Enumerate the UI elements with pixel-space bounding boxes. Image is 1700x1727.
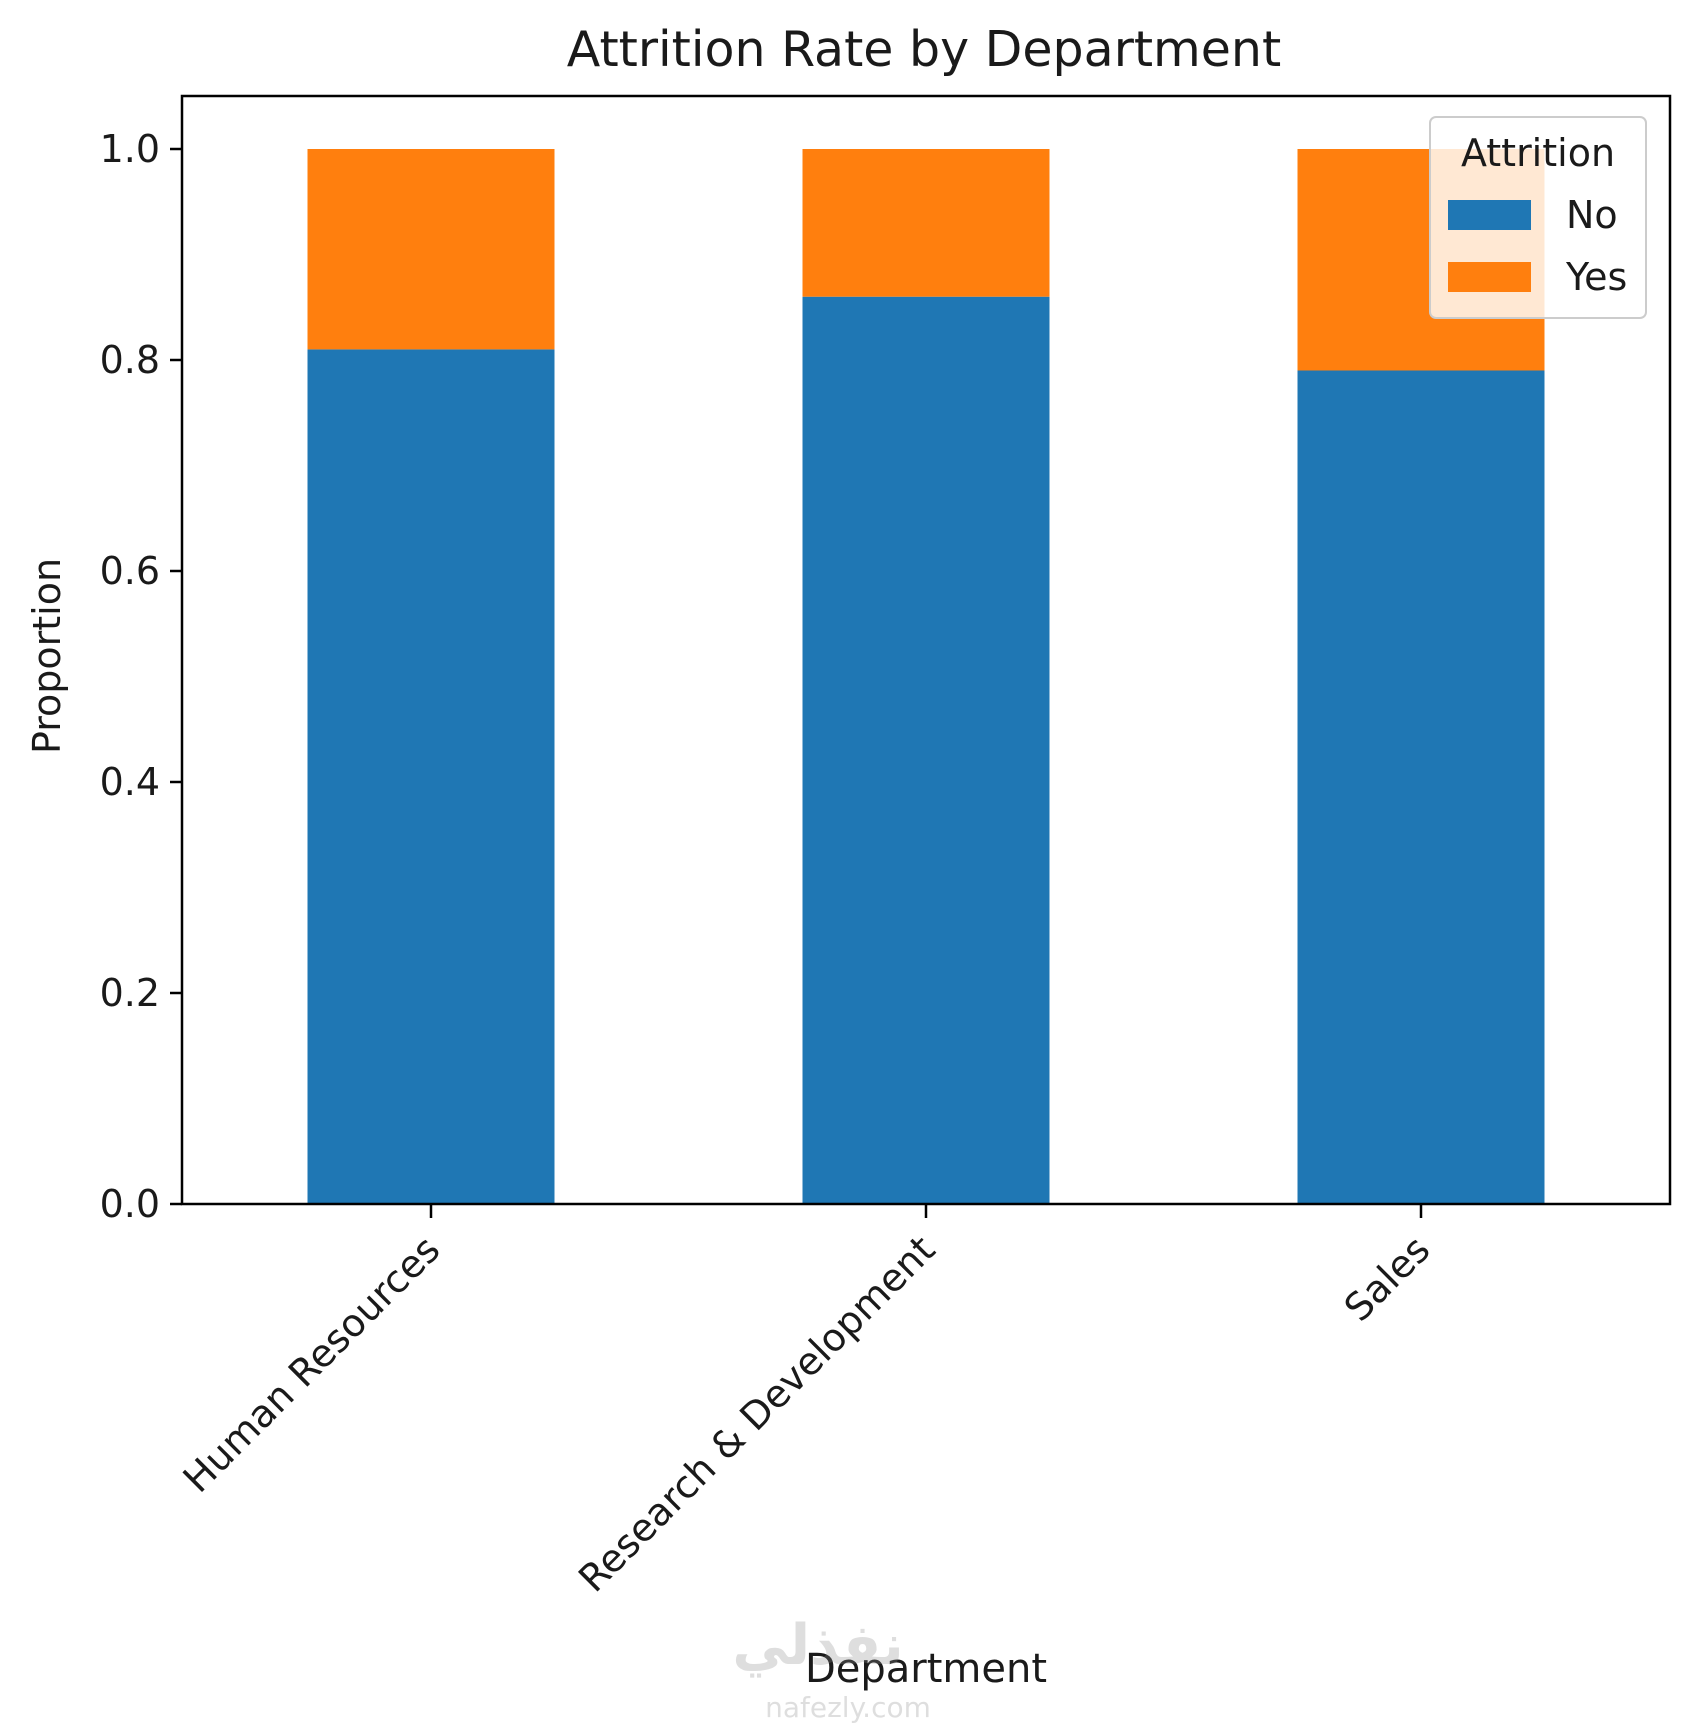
chart-title: Attrition Rate by Department bbox=[567, 21, 1281, 78]
y-tick-label: 0.8 bbox=[100, 338, 160, 382]
x-axis-label: Department bbox=[805, 1646, 1047, 1692]
bar-no-3 bbox=[1297, 370, 1545, 1204]
y-tick-label: 0.0 bbox=[100, 1182, 160, 1226]
y-axis-label: Proportion bbox=[25, 558, 69, 754]
y-tick-label: 1.0 bbox=[100, 127, 160, 171]
x-tick-label: Human Resources bbox=[175, 1227, 449, 1501]
bar-no-2 bbox=[802, 296, 1050, 1204]
watermark: نفذلي nafezly.com bbox=[732, 1613, 931, 1724]
bar-yes-1 bbox=[307, 149, 555, 350]
x-axis: Human Resources Research & Development Sal… bbox=[175, 1204, 1439, 1601]
bar-no-1 bbox=[307, 349, 555, 1204]
y-tick-label: 0.2 bbox=[100, 971, 160, 1015]
legend-label-no: No bbox=[1566, 193, 1618, 237]
x-tick-label: Research & Development bbox=[570, 1227, 943, 1600]
legend-title: Attrition bbox=[1461, 131, 1615, 175]
bars-layer bbox=[307, 149, 1545, 1204]
y-axis: 0.0 0.2 0.4 0.6 0.8 1.0 bbox=[100, 127, 182, 1226]
legend-label-yes: Yes bbox=[1565, 255, 1627, 299]
x-tick-label: Sales bbox=[1336, 1227, 1439, 1330]
legend-swatch-yes bbox=[1448, 262, 1531, 292]
y-tick-label: 0.4 bbox=[100, 760, 160, 804]
legend: Attrition No Yes bbox=[1429, 116, 1647, 319]
legend-swatch-no bbox=[1448, 200, 1531, 230]
bar-yes-2 bbox=[802, 149, 1050, 297]
watermark-arabic: نفذلي bbox=[732, 1613, 903, 1678]
watermark-url: nafezly.com bbox=[765, 1691, 931, 1724]
y-tick-label: 0.6 bbox=[100, 549, 160, 593]
